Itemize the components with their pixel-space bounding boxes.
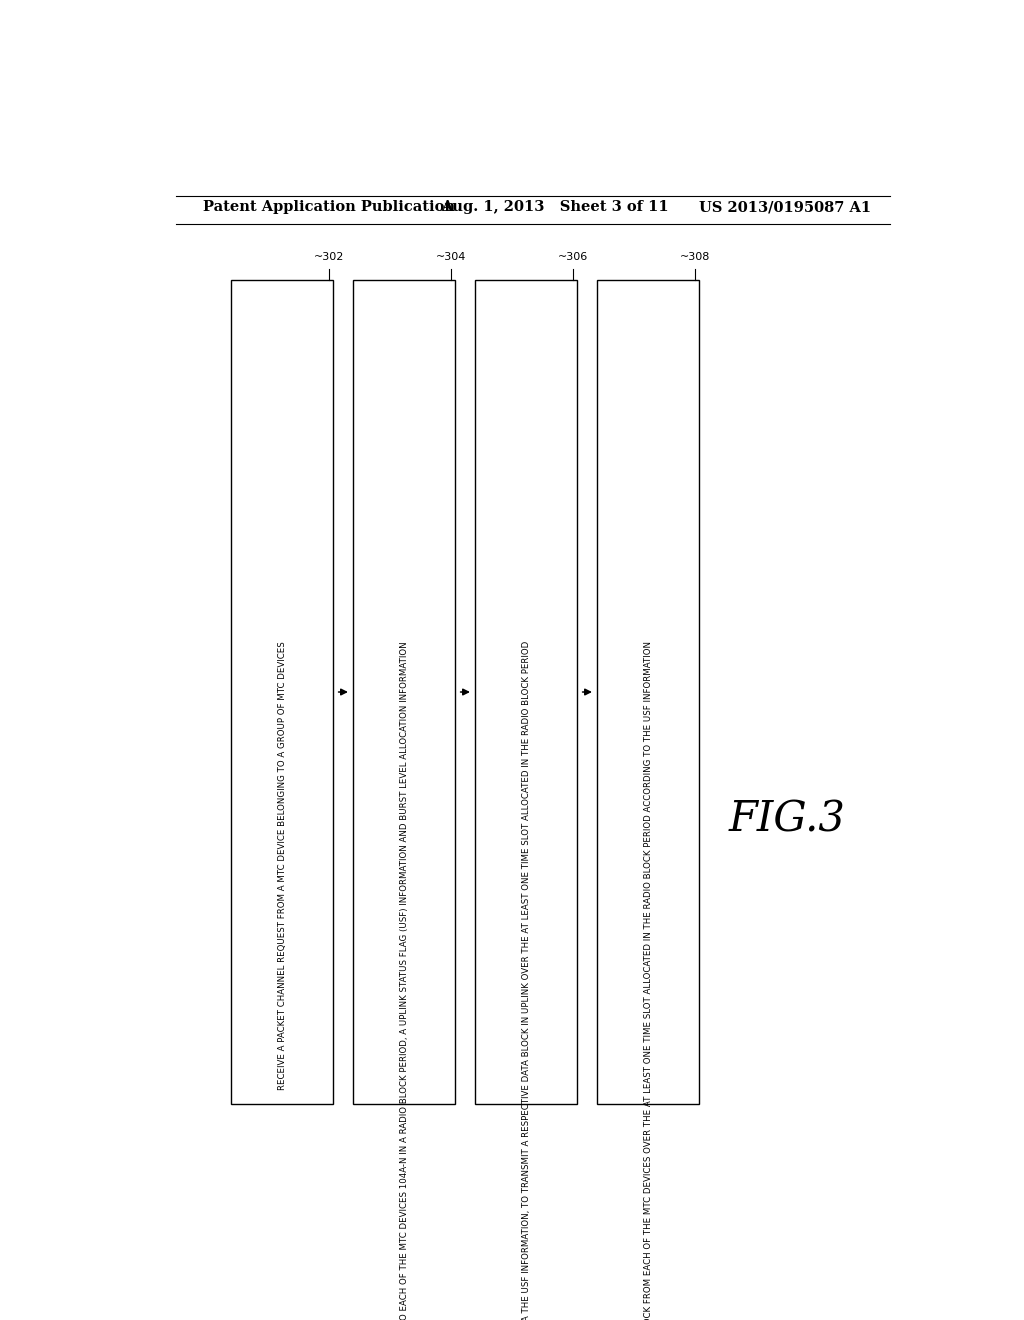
Text: Patent Application Publication: Patent Application Publication	[204, 201, 456, 214]
Text: Aug. 1, 2013   Sheet 3 of 11: Aug. 1, 2013 Sheet 3 of 11	[441, 201, 669, 214]
Text: RECEIVE A DATA BLOCK FROM EACH OF THE MTC DEVICES OVER THE AT LEAST ONE TIME SLO: RECEIVE A DATA BLOCK FROM EACH OF THE MT…	[644, 642, 653, 1320]
Text: ORDER EACH OF THE MTC DEVICES, VIA THE USF INFORMATION, TO TRANSMIT A RESPECTIVE: ORDER EACH OF THE MTC DEVICES, VIA THE U…	[522, 642, 530, 1320]
Text: US 2013/0195087 A1: US 2013/0195087 A1	[699, 201, 871, 214]
Bar	[475, 280, 578, 1104]
Text: FIG.3: FIG.3	[728, 799, 845, 840]
Text: ~306: ~306	[558, 252, 589, 263]
Bar	[231, 280, 334, 1104]
Text: RECEIVE A PACKET CHANNEL REQUEST FROM A MTC DEVICE BELONGING TO A GROUP OF MTC D: RECEIVE A PACKET CHANNEL REQUEST FROM A …	[278, 642, 287, 1090]
Text: ~304: ~304	[436, 252, 467, 263]
Text: ~308: ~308	[680, 252, 711, 263]
Bar	[353, 280, 456, 1104]
Bar	[597, 280, 699, 1104]
Text: PROVIDE RESOURCE INFORMATION TO THE MTC DEVICES BELONGING TO THE GROUP OF MTC DE: PROVIDE RESOURCE INFORMATION TO THE MTC …	[399, 642, 409, 1320]
Text: ~302: ~302	[314, 252, 344, 263]
